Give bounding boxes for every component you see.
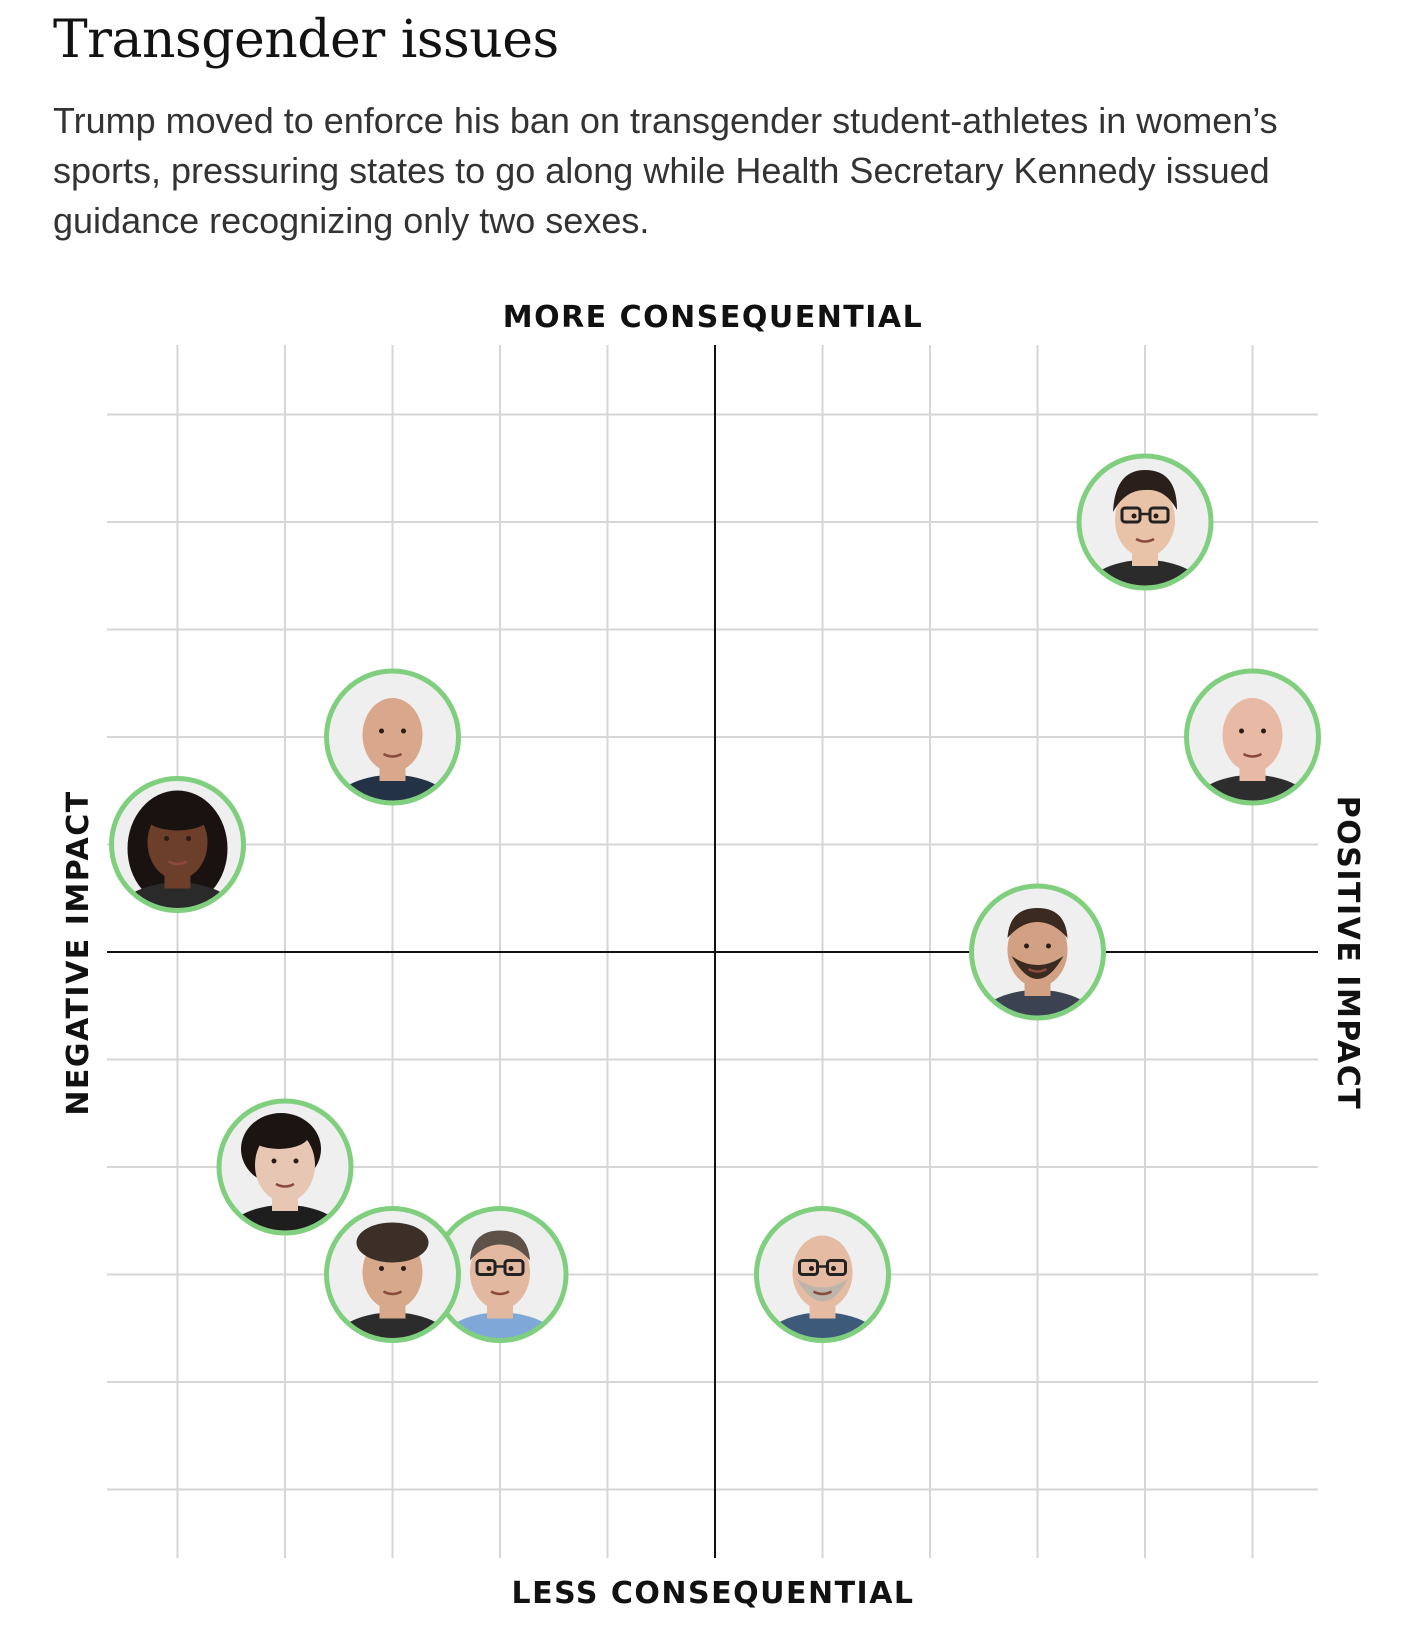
avatar-bald-man-glasses-beard [757,1209,888,1340]
marker-ring [969,883,1106,1021]
data-point [109,776,246,913]
axis-label-left: NEGATIVE IMPACT [61,790,96,1115]
marker-ring [1076,453,1214,591]
data-point [324,1206,461,1343]
marker-ring [324,668,461,806]
axis-label-right: POSITIVE IMPACT [1330,796,1365,1111]
marker-ring [754,1206,891,1343]
axes [107,345,1318,1558]
marker-ring [1184,668,1321,806]
marker-ring [109,776,246,913]
axis-label-top: MORE CONSEQUENTIAL [503,300,924,335]
marker-ring [216,1098,354,1236]
data-point [1076,453,1214,591]
avatar-man-curly-gray-hair [327,1209,458,1340]
data-point [754,1206,891,1343]
data-point [216,1098,354,1236]
data-point [969,883,1106,1021]
avatar-dark-hair-glasses [1080,457,1210,587]
data-point [324,668,461,806]
avatar-bald-round-face [1187,672,1318,802]
axis-label-bottom: LESS CONSEQUENTIAL [511,1576,914,1611]
avatar-bearded-man [972,887,1103,1017]
avatar-woman-short-dark-hair [220,1102,350,1232]
page-title: Transgender issues [53,10,559,70]
marker-ring [324,1206,461,1343]
avatar-woman-curly-hair [112,779,243,910]
axis-labels: MORE CONSEQUENTIAL LESS CONSEQUENTIAL NE… [61,300,1365,1611]
page-description: Trump moved to enforce his ban on transg… [53,100,1278,241]
data-point [1184,668,1321,806]
data-points [109,453,1321,1343]
avatar-bald-smiling-man [327,672,458,802]
